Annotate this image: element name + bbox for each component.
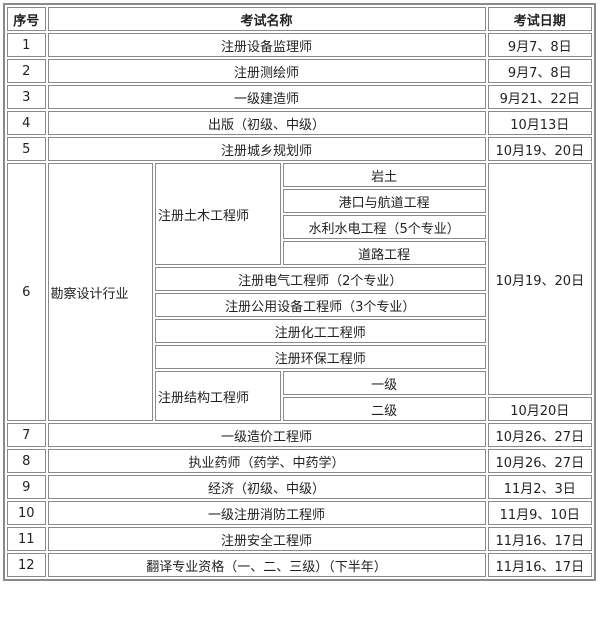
exam-name-cell: 执业药师（药学、中药学） — [47, 449, 486, 473]
seq-cell: 9 — [7, 475, 46, 499]
table-row: 11 注册安全工程师 11月16、17日 — [7, 527, 592, 551]
table-row: 2 注册测绘师 9月7、8日 — [7, 59, 592, 83]
table-row: 注册公用设备工程师（3个专业） — [7, 293, 592, 317]
exam-date-cell: 10月13日 — [487, 111, 592, 135]
exam-date-cell: 10月19、20日 — [487, 137, 592, 161]
exam-name-cell: 注册安全工程师 — [47, 527, 486, 551]
table-row: 二级 10月20日 — [7, 397, 592, 421]
table-row: 7 一级造价工程师 10月26、27日 — [7, 423, 592, 447]
table-row: 10 一级注册消防工程师 11月9、10日 — [7, 501, 592, 525]
table-row: 1 注册设备监理师 9月7、8日 — [7, 33, 592, 57]
seq-cell: 1 — [7, 33, 46, 57]
specialty-cell: 港口与航道工程 — [282, 189, 486, 213]
header-date: 考试日期 — [487, 7, 592, 31]
exam-date-cell: 11月16、17日 — [487, 553, 592, 577]
table-row: 8 执业药师（药学、中药学） 10月26、27日 — [7, 449, 592, 473]
table-row: 注册电气工程师（2个专业） — [7, 267, 592, 291]
exam-date-cell: 9月7、8日 — [487, 33, 592, 57]
table-row: 4 出版（初级、中级） 10月13日 — [7, 111, 592, 135]
header-row: 序号 考试名称 考试日期 — [7, 7, 592, 31]
table-row: 5 注册城乡规划师 10月19、20日 — [7, 137, 592, 161]
header-seq: 序号 — [7, 7, 46, 31]
exam-date-cell: 9月7、8日 — [487, 59, 592, 83]
exam-name-cell: 一级造价工程师 — [47, 423, 486, 447]
subcategory-cell: 注册结构工程师 — [154, 371, 281, 421]
seq-cell: 11 — [7, 527, 46, 551]
exam-schedule-table: 序号 考试名称 考试日期 1 注册设备监理师 9月7、8日 2 注册测绘师 9月7、8日 3… — [3, 3, 596, 581]
specialty-cell: 二级 — [282, 397, 486, 421]
subcategory-cell: 注册环保工程师 — [154, 345, 486, 369]
table-row: 注册环保工程师 — [7, 345, 592, 369]
exam-name-cell: 一级注册消防工程师 — [47, 501, 486, 525]
specialty-cell: 岩土 — [282, 163, 486, 187]
seq-cell: 12 — [7, 553, 46, 577]
table-row: 注册结构工程师 一级 — [7, 371, 592, 421]
table-row: 注册化工工程师 — [7, 319, 592, 343]
exam-name-cell: 一级建造师 — [47, 85, 486, 109]
exam-name-cell: 翻译专业资格（一、二、三级）（下半年） — [47, 553, 486, 577]
category-cell: 勘察设计行业 — [47, 163, 153, 421]
seq-cell: 3 — [7, 85, 46, 109]
specialty-cell: 水利水电工程（5个专业） — [282, 215, 486, 239]
exam-name-cell: 出版（初级、中级） — [47, 111, 486, 135]
table-row: 港口与航道工程 — [7, 189, 592, 213]
seq-cell: 2 — [7, 59, 46, 83]
seq-cell: 6 — [7, 163, 46, 421]
table-row: 9 经济（初级、中级） 11月2、3日 — [7, 475, 592, 499]
exam-date-cell: 10月20日 — [487, 397, 592, 421]
specialty-cell: 道路工程 — [282, 241, 486, 265]
exam-date-cell: 10月19、20日 — [487, 163, 592, 395]
seq-cell: 10 — [7, 501, 46, 525]
subcategory-cell: 注册土木工程师 — [154, 163, 281, 265]
table-row: 12 翻译专业资格（一、二、三级）（下半年） 11月16、17日 — [7, 553, 592, 577]
subcategory-cell: 注册化工工程师 — [154, 319, 486, 343]
seq-cell: 8 — [7, 449, 46, 473]
seq-cell: 5 — [7, 137, 46, 161]
table-row: 水利水电工程（5个专业） — [7, 215, 592, 239]
exam-name-cell: 注册设备监理师 — [47, 33, 486, 57]
exam-date-cell: 10月26、27日 — [487, 449, 592, 473]
exam-name-cell: 注册城乡规划师 — [47, 137, 486, 161]
header-name: 考试名称 — [47, 7, 486, 31]
table-row: 6 勘察设计行业 注册土木工程师 岩土 10月19、20日 — [7, 163, 592, 421]
seq-cell: 7 — [7, 423, 46, 447]
exam-name-cell: 注册测绘师 — [47, 59, 486, 83]
exam-date-cell: 11月9、10日 — [487, 501, 592, 525]
subcategory-cell: 注册电气工程师（2个专业） — [154, 267, 486, 291]
exam-date-cell: 11月16、17日 — [487, 527, 592, 551]
exam-date-cell: 11月2、3日 — [487, 475, 592, 499]
seq-cell: 4 — [7, 111, 46, 135]
subcategory-cell: 注册公用设备工程师（3个专业） — [154, 293, 486, 317]
exam-date-cell: 9月21、22日 — [487, 85, 592, 109]
table-row: 道路工程 — [7, 241, 592, 265]
specialty-cell: 一级 — [282, 371, 486, 395]
table-row: 3 一级建造师 9月21、22日 — [7, 85, 592, 109]
exam-name-cell: 经济（初级、中级） — [47, 475, 486, 499]
exam-date-cell: 10月26、27日 — [487, 423, 592, 447]
